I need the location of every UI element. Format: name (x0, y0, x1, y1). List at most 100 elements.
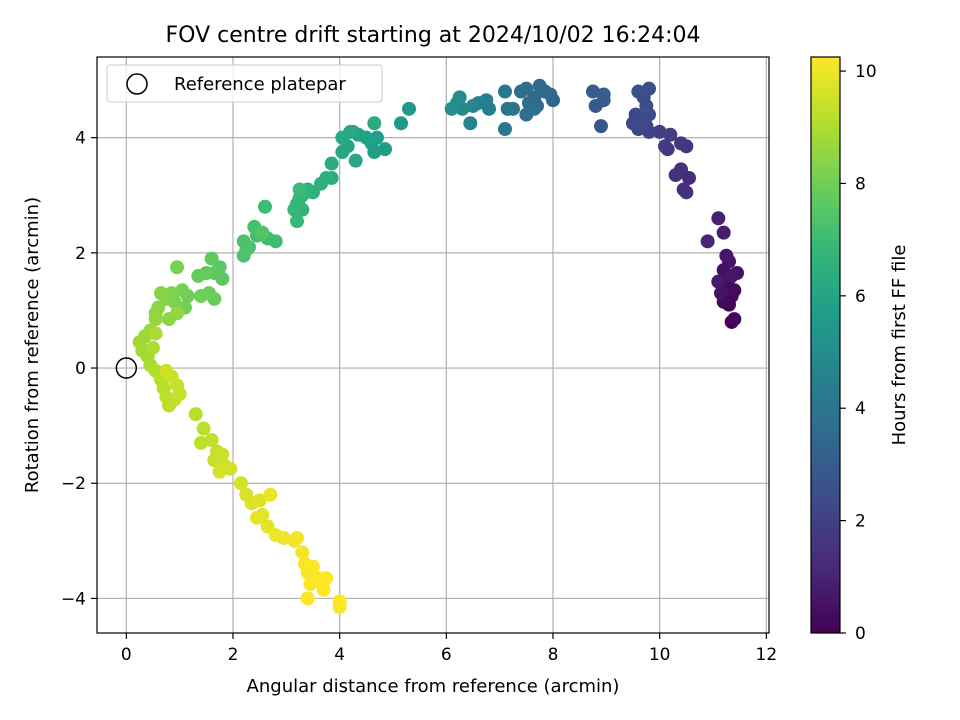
y-tick-label: −2 (61, 474, 86, 494)
colorbar: 0 2 4 6 8 10 Hours from first FF file (810, 56, 910, 644)
scatter-point (303, 577, 318, 592)
scatter-point (204, 433, 219, 448)
scatter-point (236, 248, 251, 263)
scatter-point (586, 84, 600, 99)
scatter-point (335, 145, 350, 160)
y-tick-label: −4 (61, 589, 86, 609)
scatter-point (258, 199, 272, 214)
x-tick-label: 12 (756, 645, 778, 665)
scatter-point (287, 202, 302, 217)
scatter-point (306, 559, 320, 574)
colorbar-bar (811, 57, 840, 633)
colorbar-tick-label: 6 (855, 287, 866, 307)
x-tick-label: 4 (334, 645, 345, 665)
scatter-point (466, 98, 480, 113)
scatter-point (146, 340, 160, 355)
colorbar-tick-label: 8 (855, 174, 866, 194)
colorbar-tick-label: 4 (855, 399, 866, 419)
scatter-point (263, 487, 278, 502)
scatter-point (719, 248, 734, 263)
scatter-point (348, 153, 363, 168)
scatter-point (674, 136, 688, 151)
chart-title: FOV centre drift starting at 2024/10/02 … (166, 23, 701, 48)
scatter-point (594, 119, 608, 134)
scatter-point (716, 225, 731, 240)
y-tick-label: 4 (75, 129, 86, 149)
scatter-point (194, 435, 208, 450)
y-ticks: −4 −2 0 2 4 (61, 129, 97, 609)
y-axis-label: Rotation from reference (arcmin) (22, 197, 43, 493)
scatter-point (463, 116, 478, 131)
x-tick-label: 8 (548, 645, 559, 665)
scatter-point (212, 464, 227, 479)
scatter-point (290, 214, 304, 229)
legend-box (106, 64, 383, 103)
scatter-point (679, 185, 694, 200)
scatter-point (711, 211, 726, 226)
scatter-point (652, 124, 667, 139)
colorbar-frame (810, 56, 841, 634)
y-tick-label: 0 (75, 359, 86, 379)
scatter-point (444, 101, 459, 116)
scatter-point (223, 461, 238, 476)
x-tick-label: 0 (121, 645, 132, 665)
scatter-point (252, 493, 267, 508)
scatter-point (290, 530, 304, 545)
reference-marker (115, 357, 138, 379)
scatter-point (378, 142, 392, 157)
scatter-point (394, 116, 408, 131)
scatter-point (300, 591, 315, 606)
scatter-point (642, 81, 656, 96)
colorbar-label: Hours from first FF file (889, 245, 910, 446)
scatter-point (295, 545, 310, 560)
plot-frame (96, 56, 770, 634)
scatter-point (498, 122, 512, 136)
scatter-point (250, 510, 264, 525)
scatter-point (527, 101, 542, 116)
scatter-point (194, 289, 208, 304)
scatter-point (588, 98, 603, 113)
scatter-point (596, 87, 611, 102)
colorbar-tick-label: 10 (855, 62, 877, 82)
scatter-points (132, 78, 744, 615)
scatter-point (159, 363, 174, 378)
scatter-point (714, 286, 728, 301)
scatter-point (324, 156, 339, 171)
scatter-point (204, 251, 219, 266)
scatter-point (402, 101, 416, 116)
scatter-point (668, 168, 683, 183)
x-ticks: 0 2 4 6 8 10 12 (121, 633, 777, 665)
scatter-point (255, 225, 270, 240)
scatter-point (367, 116, 382, 131)
scatter-point (170, 260, 184, 275)
scatter-point (154, 286, 168, 301)
x-tick-label: 10 (649, 645, 671, 665)
scatter-point (700, 234, 715, 249)
scatter-point (148, 326, 163, 341)
x-axis-label: Angular distance from reference (arcmin) (247, 676, 620, 697)
x-tick-label: 2 (228, 645, 239, 665)
scatter-point (196, 421, 211, 436)
colorbar-tick-label: 0 (855, 624, 866, 644)
scatter-point (188, 407, 203, 422)
scatter-point (663, 127, 678, 142)
scatter-point (292, 182, 307, 197)
scatter-point (316, 582, 331, 597)
scatter-point (332, 600, 347, 615)
scatter-point (175, 283, 190, 298)
scatter-point (343, 124, 358, 139)
scatter-point (276, 530, 291, 545)
scatter-point (170, 306, 184, 321)
scatter-point (631, 84, 646, 99)
scatter-point (191, 268, 206, 283)
scatter-point (319, 571, 334, 586)
scatter-point (724, 268, 739, 283)
colorbar-tick-label: 2 (855, 512, 866, 532)
scatter-point (727, 312, 742, 327)
legend-label: Reference platepar (174, 74, 346, 95)
legend: Reference platepar (106, 64, 383, 103)
scatter-point (514, 84, 528, 99)
scatter-point (215, 447, 230, 462)
scatter-point (148, 312, 163, 327)
